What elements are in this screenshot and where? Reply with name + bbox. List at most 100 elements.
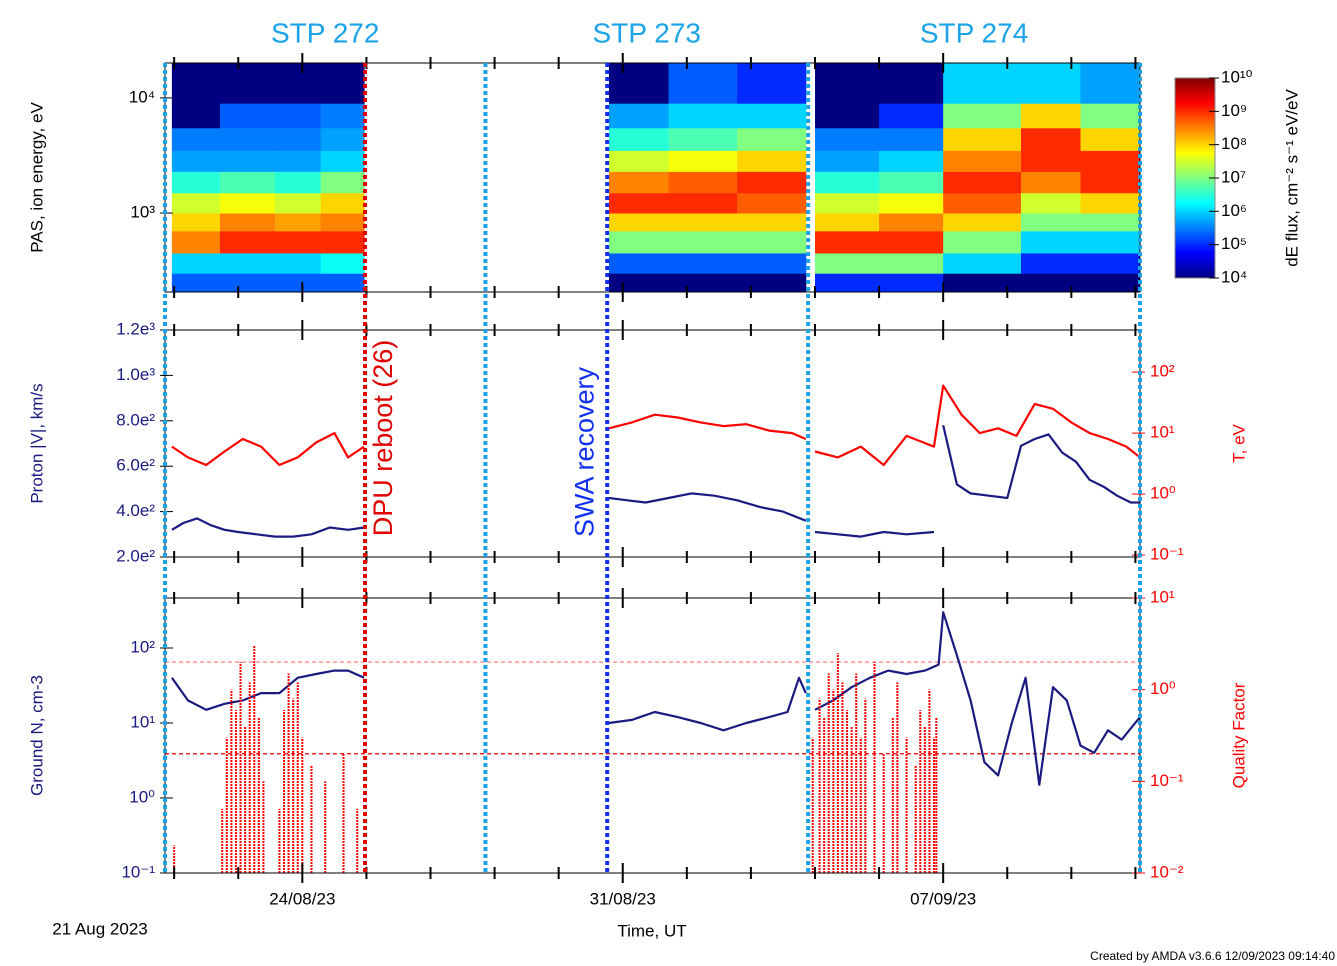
spectrogram-cell [609,171,670,194]
spectrogram-cell [171,150,221,172]
colorbar-tick-label: 10⁴ [1221,267,1247,286]
colorbar-tick-label: 10⁶ [1221,201,1247,220]
spectrogram-cell [815,103,880,129]
x-tick-label: 07/09/23 [910,889,976,908]
spectrogram-cell [737,192,807,214]
y2-tick-label: 10² [1150,362,1175,381]
spectrogram-cell [609,63,670,104]
event-label: DPU reboot (26) [368,340,398,537]
y-axis-label: Proton |V|, km/s [27,383,46,503]
spectrogram-cell [737,171,807,194]
spectrogram-cell [943,230,1022,254]
spectrogram-cell [609,252,670,274]
spectrogram-cell [274,273,322,293]
spectrogram-cell [171,171,221,194]
spectrogram-cell [668,63,738,104]
y2-axis-label: Quality Factor [1229,682,1248,788]
spectrogram-cell [737,127,807,151]
spectrogram-cell [668,103,738,129]
spectrogram-cell [1080,213,1141,232]
colorbar-tick-label: 10⁵ [1221,234,1247,253]
spectrogram-cell [1020,103,1081,129]
y-tick-label: 2.0e² [116,546,155,565]
spectrogram-cell [171,103,221,129]
spectrogram-cell [1080,171,1141,194]
stp-label: STP 272 [271,17,379,48]
spectrogram-cell [274,213,322,232]
spectrogram-cell [815,150,880,172]
spectrogram-cell [1020,213,1081,232]
spectrogram-cell [320,63,365,104]
spectrogram-cell [737,252,807,274]
spectrogram-cell [668,171,738,194]
x-axis-label: Time, UT [617,921,686,940]
spectrogram-cell [1020,63,1081,104]
spectrogram-cell [1020,273,1081,293]
spectrogram-cell [879,252,944,274]
colorbar-tick-label: 10⁸ [1221,134,1247,153]
y2-tick-label: 10⁻¹ [1150,545,1184,564]
spectrogram-cell [879,127,944,151]
spectrogram-cell [1080,192,1141,214]
y2-tick-label: 10¹ [1150,587,1175,606]
spectrogram-cell [943,213,1022,232]
y-tick-label: 1.0e³ [116,365,155,384]
spectrogram-cell [879,150,944,172]
spectrogram-cell [171,252,221,274]
spectrogram-cell [1080,252,1141,274]
spectrogram-cell [320,213,365,232]
x-tick-label: 31/08/23 [590,889,656,908]
y-tick-label: 1.2e³ [116,319,155,338]
spectrogram-cell [1020,192,1081,214]
spectrogram-cell [171,127,221,151]
spectrogram-cell [219,273,276,293]
spectrogram-cell [815,273,880,293]
x-tick-label: 24/08/23 [269,889,335,908]
spectrogram-cell [879,103,944,129]
spectrogram-cell [609,273,670,293]
y2-tick-label: 10⁰ [1150,484,1176,503]
event-label: SWA recovery [569,366,599,537]
spectrogram-cell [1080,63,1141,104]
spectrogram-cell [668,127,738,151]
spectrogram-cell [668,213,738,232]
spectrogram-cell [879,230,944,254]
panel-frame [164,597,1141,874]
colorbar-tick-label: 10⁹ [1221,101,1247,120]
spectrogram-cell [219,150,276,172]
spectrogram-cell [609,150,670,172]
stp-label: STP 274 [920,17,1028,48]
spectrogram-cell [609,103,670,129]
spectrogram-cell [171,273,221,293]
spectrogram-cell [879,171,944,194]
spectrogram-cell [320,171,365,194]
spectrogram-cell [815,213,880,232]
y2-tick-label: 10⁻¹ [1150,771,1184,790]
spectrogram-cell [815,192,880,214]
y-axis-label: Ground N, cm-3 [27,675,46,796]
spectrogram-cell [219,171,276,194]
spectrogram-cell [737,150,807,172]
spectrogram-cell [320,127,365,151]
spectrogram-cell [668,150,738,172]
y-tick-label: 8.0e² [116,410,155,429]
spectrogram-cell [171,213,221,232]
spectrogram-cell [274,171,322,194]
spectrogram-cell [609,127,670,151]
spectrogram-cell [609,213,670,232]
spectrogram-cell [320,103,365,129]
spectrogram-cell [815,252,880,274]
spectrogram-cell [320,192,365,214]
panel-frame [164,329,1141,558]
spectrogram-cell [943,103,1022,129]
spectrogram-cell [274,63,322,104]
spectrogram-cell [274,127,322,151]
footer: Created by AMDA v3.6.6 12/09/2023 09:14:… [1090,949,1335,963]
spectrogram-cell [943,150,1022,172]
spectrogram-cell [943,63,1022,104]
spectrogram-cell [737,230,807,254]
spectrogram-cell [943,127,1022,151]
y-axis-label: PAS, ion energy, eV [27,102,46,253]
